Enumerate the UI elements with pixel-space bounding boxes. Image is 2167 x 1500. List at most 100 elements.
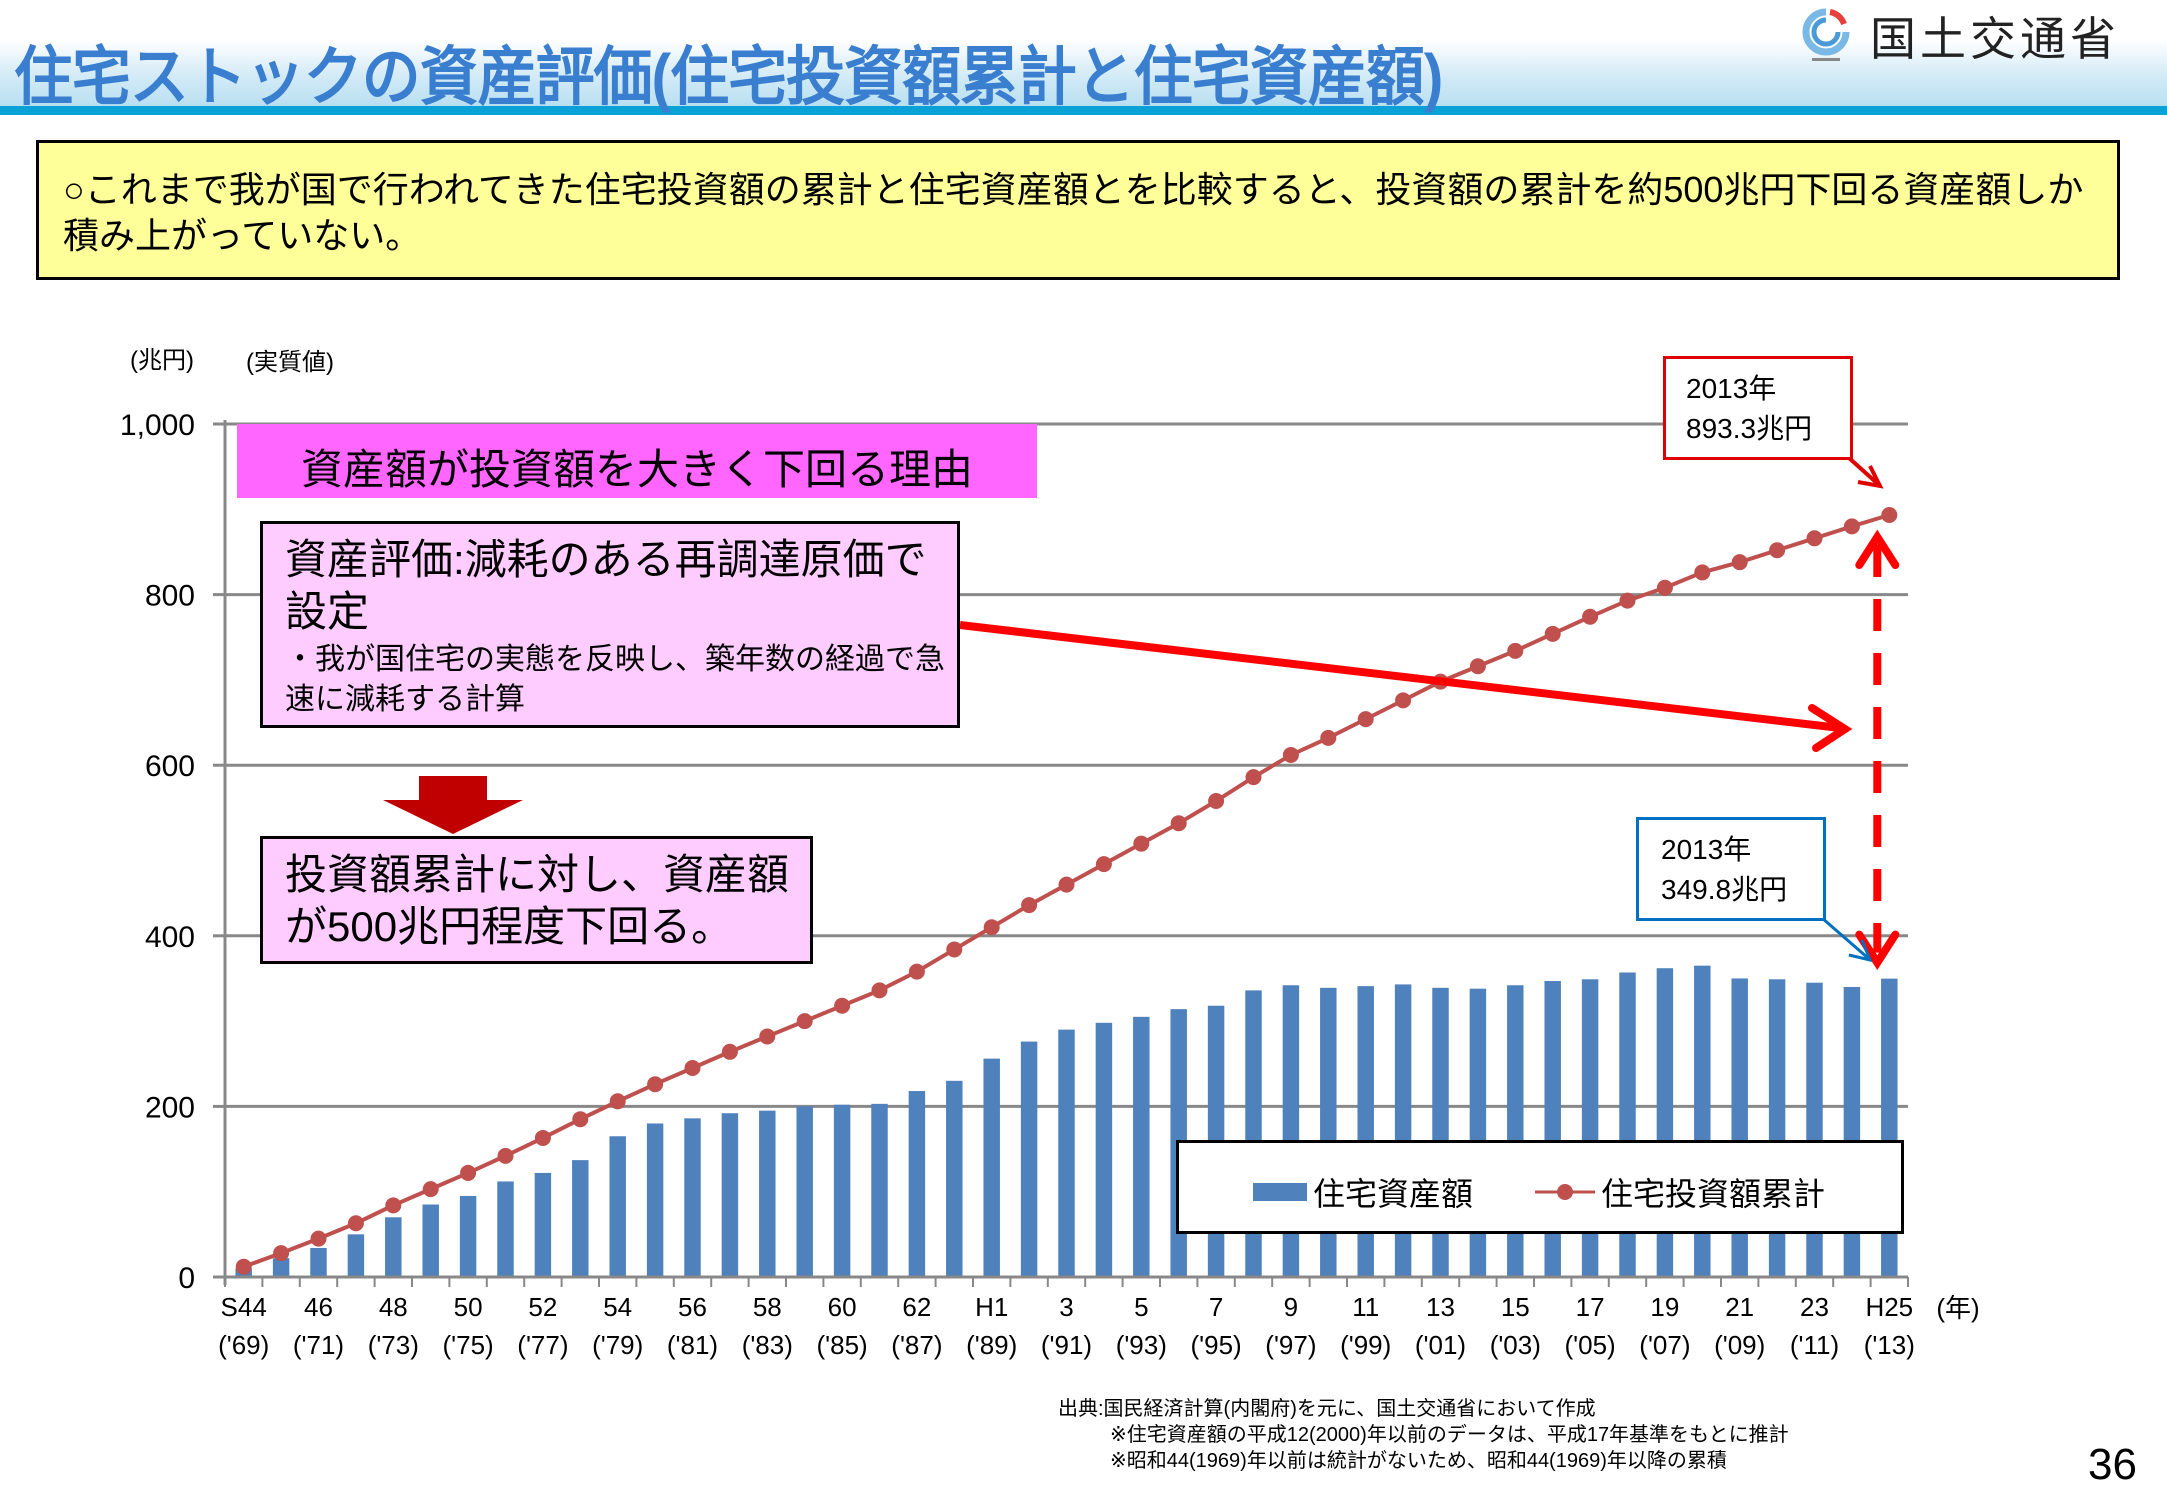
callout-investment-value: 893.3兆円: [1686, 413, 1813, 444]
x-tick-label-era: 7: [1208, 1292, 1224, 1322]
point-investment: [422, 1181, 439, 1198]
bar-asset: [347, 1234, 365, 1277]
result-box: 投資額累計に対し、資産額が500兆円程度下回る。: [260, 836, 813, 964]
point-investment: [946, 941, 963, 958]
bar-asset: [908, 1091, 926, 1277]
point-investment: [1656, 579, 1673, 596]
point-investment: [1357, 711, 1374, 728]
down-arrow-icon: [383, 776, 523, 834]
x-tick-label-era: 13: [1426, 1292, 1455, 1322]
bar-asset: [1245, 990, 1262, 1277]
reason-box: 資産評価:減耗のある再調達原価で設定 ・我が国住宅の実態を反映し、築年数の経過で…: [260, 521, 960, 728]
point-investment: [1582, 608, 1599, 625]
x-tick-label-year: ('93): [1115, 1330, 1167, 1360]
x-tick-label-era: 9: [1283, 1292, 1299, 1322]
x-tick-label-year: ('71): [292, 1330, 345, 1360]
point-investment: [1208, 793, 1225, 810]
point-investment: [310, 1230, 327, 1247]
x-tick-label-year: ('03): [1489, 1330, 1541, 1360]
point-investment: [1170, 815, 1187, 832]
bar-asset: [572, 1160, 589, 1277]
point-investment: [385, 1197, 402, 1214]
bar-asset: [721, 1113, 739, 1277]
org-logo: 国土交通省: [1800, 6, 2120, 66]
x-tick-label-year: ('79): [592, 1330, 644, 1360]
callout-asset-pointer-icon: [1821, 916, 1869, 960]
x-tick-label-era: 60: [827, 1292, 857, 1322]
callout-investment-pointer-icon: [1847, 456, 1880, 486]
x-tick-label-year: ('69): [218, 1330, 270, 1360]
x-tick-label-era: H25: [1865, 1292, 1914, 1322]
org-name: 国土交通省: [1870, 13, 2120, 65]
point-investment: [1395, 692, 1412, 709]
callout-asset-arrowhead-icon: [1848, 939, 1873, 963]
x-tick-label-year: ('91): [1040, 1330, 1093, 1360]
point-investment: [609, 1093, 626, 1110]
x-tick-label-era: 17: [1575, 1292, 1605, 1322]
mlit-logo-icon: [1800, 8, 1852, 64]
x-tick-label-year: ('11): [1789, 1330, 1840, 1360]
bar-asset: [684, 1118, 701, 1277]
point-investment: [1058, 876, 1075, 893]
y-tick-label: 400: [145, 921, 195, 954]
legend-bar-swatch-icon: [1253, 1183, 1307, 1201]
gap-arrowhead-down-icon: [1855, 930, 1900, 971]
source-note: 出典:国民経済計算(内閣府)を元に、国土交通省において作成 ※住宅資産額の平成1…: [1058, 1396, 1789, 1474]
x-tick-label-era: 19: [1650, 1292, 1680, 1322]
bar-asset: [1020, 1041, 1038, 1277]
x-tick-label-era: 46: [304, 1292, 333, 1322]
x-tick-label-year: ('85): [816, 1330, 868, 1360]
point-investment: [647, 1076, 664, 1093]
bar-asset: [871, 1103, 888, 1277]
x-tick-label-year: ('83): [741, 1330, 793, 1360]
reason-arrow-icon: [959, 621, 1841, 732]
bar-asset: [646, 1123, 664, 1277]
point-investment: [235, 1258, 252, 1275]
reason-heading: 資産額が投資額を大きく下回る理由: [300, 446, 973, 493]
bar-asset: [759, 1110, 776, 1277]
callout-asset-year: 2013年: [1661, 834, 1752, 865]
y-axis-unit-label: (兆円): [130, 347, 194, 374]
point-investment: [1469, 658, 1486, 675]
x-tick-label-era: 52: [528, 1292, 558, 1322]
y-tick-label: 0: [178, 1262, 195, 1295]
point-investment: [1282, 746, 1299, 763]
x-tick-label-era: 62: [902, 1292, 932, 1322]
legend-item-asset: 住宅資産額: [1253, 1169, 1473, 1215]
point-investment: [1133, 835, 1150, 852]
point-investment: [1731, 554, 1748, 571]
y-tick-label: 200: [145, 1091, 195, 1124]
point-investment: [1245, 769, 1262, 786]
x-tick-label-era: 48: [378, 1292, 408, 1322]
x-tick-label-year: ('07): [1639, 1330, 1691, 1360]
callout-asset: 2013年 349.8兆円: [1636, 817, 1826, 921]
point-investment: [1843, 518, 1860, 535]
point-investment: [572, 1111, 589, 1128]
bar-asset: [1133, 1016, 1150, 1277]
bar-asset: [1058, 1029, 1075, 1277]
bar-asset: [983, 1058, 1000, 1277]
legend-label-investment: 住宅投資額累計: [1601, 1176, 1826, 1212]
x-tick-label-year: ('95): [1190, 1330, 1242, 1360]
x-tick-label-year: ('09): [1714, 1330, 1766, 1360]
bar-asset: [497, 1181, 514, 1277]
gap-arrowhead-up-icon: [1855, 529, 1900, 570]
x-tick-label-era: 58: [752, 1292, 782, 1322]
x-tick-label-era: 3: [1059, 1292, 1074, 1322]
x-tick-label-year: ('13): [1863, 1330, 1915, 1360]
x-tick-label-year: ('73): [367, 1330, 419, 1360]
summary-box: ○これまで我が国で行われてきた住宅投資額の累計と住宅資産額とを比較すると、投資額…: [36, 140, 2120, 280]
point-investment: [1320, 729, 1337, 746]
bar-asset: [272, 1258, 290, 1277]
bar-asset: [534, 1172, 552, 1277]
x-tick-label-era: S44: [220, 1292, 267, 1322]
reason-main-text: 資産評価:減耗のある再調達原価で設定: [285, 536, 927, 635]
legend-label-asset: 住宅資産額: [1313, 1176, 1474, 1212]
source-line-1: 出典:国民経済計算(内閣府)を元に、国土交通省において作成: [1058, 1398, 1596, 1420]
source-line-2: ※住宅資産額の平成12(2000)年以前のデータは、平成17年基準をもとに推計: [1110, 1424, 1789, 1446]
point-investment: [983, 919, 1000, 936]
x-tick-label-era: H1: [975, 1292, 1009, 1322]
source-line-3: ※昭和44(1969)年以前は統計がないため、昭和44(1969)年以降の累積: [1110, 1450, 1727, 1472]
point-investment: [871, 982, 888, 999]
